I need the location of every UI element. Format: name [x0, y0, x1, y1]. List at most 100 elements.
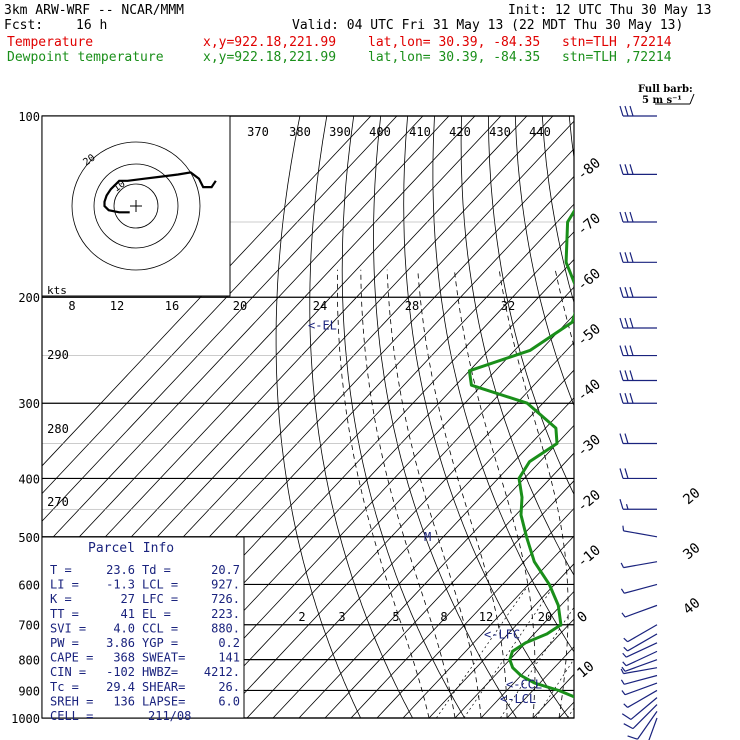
pressure-label: 800 [18, 654, 40, 668]
wind-barb [620, 674, 658, 685]
mixing-ratio-label: 12 [479, 610, 493, 624]
wind-barb-flag [619, 252, 624, 263]
pressure-label: 500 [18, 531, 40, 545]
wind-barb-flag [624, 164, 629, 175]
parcel-field-value: 223. [211, 607, 240, 621]
isotherm-line [454, 590, 574, 718]
pressure-label: 1000 [11, 712, 40, 726]
isotherm-line [689, 116, 740, 718]
isotherm-line [532, 673, 574, 718]
wind-barb-staff [627, 689, 658, 708]
wind-barb-half [621, 666, 626, 672]
wind-barb-half [621, 612, 626, 618]
wind-barb-staff [623, 667, 658, 675]
moist-adiabat [417, 269, 508, 718]
wind-barb [619, 287, 657, 298]
isotherm-label: 0 [574, 608, 591, 626]
parcel-field-label: PW = [50, 636, 79, 650]
parcel-field-label: Td = [142, 563, 171, 577]
wind-barb-half [623, 637, 628, 643]
moist-adiabat [454, 269, 536, 718]
wind-barb [619, 164, 657, 175]
wind-barb-flag [629, 345, 634, 356]
parcel-field-label: SHEAR= [142, 680, 185, 694]
parcel-field-value: 726. [211, 592, 240, 606]
wind-barb [620, 561, 658, 569]
wind-barb [622, 525, 658, 538]
mixing-ratio-line [638, 584, 719, 718]
parcel-field-value: 3.86 [106, 636, 135, 650]
wind-barb [619, 393, 657, 404]
wind-barb-flag [624, 105, 629, 117]
parcel-field-value: 6.0 [218, 694, 240, 708]
parcel-field-label: SWEAT= [142, 651, 185, 665]
wind-barb-staff [624, 583, 658, 594]
theta-label: 380 [289, 125, 311, 139]
wind-barb-flag [619, 105, 624, 117]
isotherm-line [42, 116, 450, 550]
wind-barb-flag [623, 723, 634, 730]
parcel-field-value: 927. [211, 578, 240, 592]
wind-barb-half [620, 679, 625, 685]
parcel-field-label: TT = [50, 607, 79, 621]
mixing-ratio-label: 24 [313, 299, 327, 313]
isotherm-line [558, 701, 574, 718]
moist-adiabat [337, 269, 430, 718]
parcel-field-value: 27 [121, 592, 135, 606]
wind-barb [623, 704, 658, 730]
pressure-label: 400 [18, 472, 40, 486]
dry-adiabat [341, 116, 466, 718]
pressure-label: 900 [18, 684, 40, 698]
wind-barb-flag [624, 345, 629, 356]
chart-annotations: <-EL <-LFC <-CCL<-LCL M [308, 319, 542, 707]
wind-barb-flag [624, 287, 629, 298]
moist-adiabat [663, 270, 740, 718]
valid-time: Valid: 04 UTC Fri 31 May 13 (22 MDT Thu … [292, 18, 684, 33]
moist-adiabat [637, 270, 720, 718]
wind-barb-staff [624, 682, 658, 696]
barb-legend-line2: 5 m s⁻¹ [642, 95, 682, 106]
wind-barb-staff [627, 624, 658, 643]
temperature-latlon: lat,lon= 30.39, -84.35 [368, 35, 541, 50]
isotherm-line [376, 507, 574, 718]
isotherm-label: -80 [574, 155, 604, 184]
wind-barb-flag [629, 370, 634, 381]
wind-barb [619, 499, 657, 510]
wind-barb-flag [624, 468, 629, 479]
wind-barb [621, 659, 658, 672]
annotation-label: <-LFC [484, 627, 520, 641]
theta-label: 400 [369, 125, 391, 139]
mixing-ratio-line [500, 606, 574, 718]
parcel-field-value: 136 [113, 694, 135, 708]
wind-barb-flag [619, 499, 624, 510]
isotherm-label: 20 [680, 485, 703, 508]
isotherm-line [42, 116, 476, 578]
wind-barb [623, 624, 658, 643]
wind-barb [619, 433, 657, 445]
parcel-field-value: 23.6 [106, 563, 135, 577]
wind-barb-half [623, 703, 628, 708]
parcel-field-value: 41 [121, 607, 135, 621]
mixing-ratio-line [463, 584, 556, 718]
wind-barb-flag [629, 164, 634, 175]
mixing-ratio-line [436, 584, 530, 718]
annotation-label: <-CCL [506, 678, 542, 692]
theta-side-label: 280 [47, 422, 69, 436]
parcel-field-label: LI = [50, 578, 79, 592]
mixing-ratio-label: 28 [405, 299, 419, 313]
wind-barb-flag [629, 105, 634, 117]
theta-label: 430 [489, 125, 511, 139]
barb-legend-flag [689, 93, 695, 105]
wind-barb-staff [627, 633, 658, 652]
parcel-info-box [41, 536, 245, 719]
dry-adiabat [623, 116, 740, 731]
parcel-field-value: 20.7 [211, 563, 240, 577]
wind-barb-flag [619, 370, 624, 381]
wind-barb [623, 633, 658, 652]
mixing-ratio-label: 2 [298, 610, 305, 624]
wind-barb-flag [619, 393, 624, 404]
parcel-field-value: -1.3 [106, 578, 135, 592]
parcel-field-label: SREH = [50, 694, 93, 708]
isotherm-line [42, 116, 424, 522]
